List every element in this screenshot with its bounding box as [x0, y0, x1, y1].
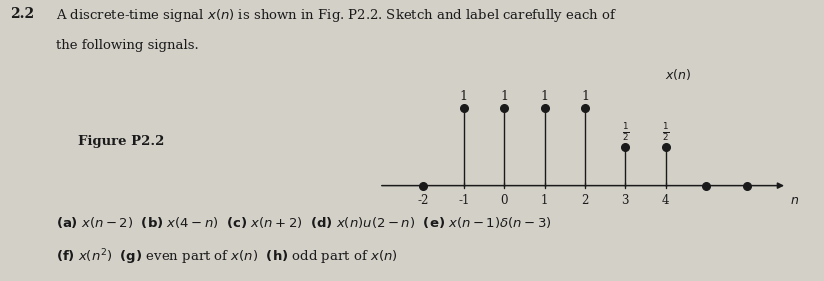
Text: 2.2: 2.2 — [10, 7, 34, 21]
Text: -1: -1 — [458, 194, 470, 207]
Text: $\mathbf{(f)}$ $x(n^{2})$  $\mathbf{(g)}$ even part of $x(n)$  $\mathbf{(h)}$ od: $\mathbf{(f)}$ $x(n^{2})$ $\mathbf{(g)}$… — [56, 248, 398, 268]
Text: $\frac{1}{2}$: $\frac{1}{2}$ — [662, 121, 670, 143]
Text: 1: 1 — [541, 90, 549, 103]
Text: 1: 1 — [541, 194, 548, 207]
Text: 0: 0 — [500, 194, 508, 207]
Text: Figure P2.2: Figure P2.2 — [78, 135, 165, 148]
Text: 1: 1 — [500, 90, 508, 103]
Text: 1: 1 — [460, 90, 468, 103]
Text: 2: 2 — [581, 194, 588, 207]
Text: 3: 3 — [621, 194, 629, 207]
Text: -2: -2 — [418, 194, 429, 207]
Text: the following signals.: the following signals. — [56, 39, 199, 52]
Text: $\frac{1}{2}$: $\frac{1}{2}$ — [621, 121, 630, 143]
Text: 4: 4 — [662, 194, 669, 207]
Text: A discrete-time signal $x(n)$ is shown in Fig. P2.2. Sketch and label carefully : A discrete-time signal $x(n)$ is shown i… — [56, 7, 617, 24]
Text: $\mathbf{(a)}$ $x(n-2)$  $\mathbf{(b)}$ $x(4-n)$  $\mathbf{(c)}$ $x(n+2)$  $\mat: $\mathbf{(a)}$ $x(n-2)$ $\mathbf{(b)}$ $… — [56, 215, 552, 230]
Text: $x(n)$: $x(n)$ — [665, 67, 691, 82]
Text: $n$: $n$ — [790, 194, 799, 207]
Text: 1: 1 — [581, 90, 589, 103]
